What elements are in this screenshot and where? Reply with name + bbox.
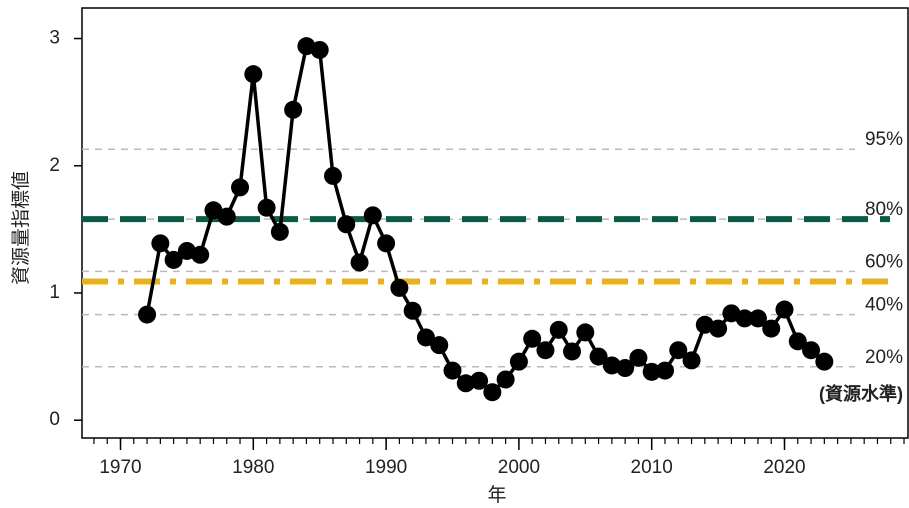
data-point	[470, 371, 489, 390]
data-point	[682, 351, 701, 370]
y-tick-label: 1	[49, 282, 60, 303]
x-axis-label: 年	[487, 484, 506, 506]
data-point	[642, 362, 661, 381]
x-tick-label: 2020	[763, 457, 805, 478]
data-point	[576, 323, 595, 342]
data-point	[748, 309, 767, 328]
x-tick-label: 2000	[498, 457, 540, 478]
data-point	[377, 234, 396, 253]
data-point	[496, 370, 515, 389]
y-axis-label: 資源量指標値	[10, 171, 32, 285]
data-point	[244, 65, 263, 84]
data-point	[509, 352, 528, 371]
data-point	[403, 301, 422, 320]
data-point	[217, 207, 236, 226]
data-point	[231, 178, 250, 197]
percentile-label: 80%	[865, 199, 903, 220]
data-point	[709, 319, 728, 338]
data-point	[350, 253, 369, 272]
data-point	[735, 309, 754, 328]
annotation: (資源水準)	[819, 383, 903, 404]
data-point	[416, 328, 435, 347]
percentile-label: 40%	[865, 295, 903, 316]
data-point	[589, 347, 608, 366]
x-tick-label: 2010	[631, 457, 673, 478]
data-point	[257, 198, 276, 217]
data-point	[310, 40, 329, 59]
percentile-label: 95%	[865, 129, 903, 150]
data-point	[337, 215, 356, 234]
data-point	[284, 100, 303, 119]
data-point	[788, 332, 807, 351]
data-point	[191, 245, 210, 264]
data-point	[523, 329, 542, 348]
data-point	[775, 300, 794, 319]
data-point	[629, 348, 648, 367]
data-point	[563, 342, 582, 361]
data-point	[138, 305, 157, 324]
plot-frame	[81, 7, 909, 439]
data-point	[323, 166, 342, 185]
percentile-label: 60%	[865, 251, 903, 272]
data-point	[270, 222, 289, 241]
data-point	[616, 359, 635, 378]
data-point	[164, 250, 183, 269]
data-point	[151, 234, 170, 253]
data-point	[483, 383, 502, 402]
data-point	[536, 341, 555, 360]
data-point	[430, 336, 449, 355]
x-tick-label: 1970	[99, 457, 141, 478]
data-point	[815, 352, 834, 371]
data-point	[443, 361, 462, 380]
data-point	[669, 341, 688, 360]
data-point	[390, 278, 409, 297]
data-point	[802, 341, 821, 360]
data-point	[655, 361, 674, 380]
y-tick-label: 0	[49, 409, 60, 430]
x-tick-label: 1980	[232, 457, 274, 478]
y-tick-label: 2	[49, 155, 60, 176]
data-point	[363, 206, 382, 225]
x-tick-label: 1990	[365, 457, 407, 478]
percentile-label: 20%	[865, 347, 903, 368]
data-point	[549, 320, 568, 339]
data-point	[762, 319, 781, 338]
y-tick-label: 3	[49, 28, 60, 49]
